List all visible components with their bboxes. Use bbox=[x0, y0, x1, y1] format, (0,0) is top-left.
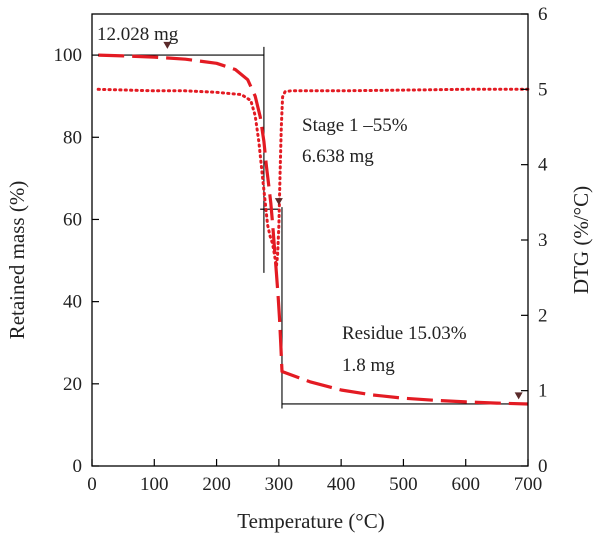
y-tick-label-80: 80 bbox=[63, 127, 82, 148]
y2-tick-label-6: 6 bbox=[538, 4, 548, 25]
x-tick-label-500: 500 bbox=[389, 474, 418, 495]
annotation-stage1-label: Stage 1 –55% bbox=[302, 115, 408, 136]
x-axis-title: Temperature (°C) bbox=[237, 509, 384, 533]
y-tick-label-20: 20 bbox=[63, 374, 82, 395]
y-tick-label-0: 0 bbox=[73, 456, 83, 477]
construction-lines bbox=[98, 46, 528, 409]
marker-residue bbox=[514, 392, 523, 400]
x-tick-label-400: 400 bbox=[327, 474, 356, 495]
y2-tick-label-3: 3 bbox=[538, 230, 548, 251]
y2-tick-label-0: 0 bbox=[538, 456, 548, 477]
y2-tick-label-4: 4 bbox=[538, 155, 548, 176]
y2-tick-label-5: 5 bbox=[538, 79, 548, 100]
retained-mass-curve bbox=[98, 53, 529, 406]
x-tick-label-0: 0 bbox=[87, 474, 97, 495]
x-tick-label-300: 300 bbox=[265, 474, 294, 495]
y-axis-title: Retained mass (%) bbox=[5, 181, 29, 340]
plot-frame bbox=[91, 13, 529, 467]
y2-tick-label-1: 1 bbox=[538, 381, 548, 402]
x-tick-label-700: 700 bbox=[514, 474, 543, 495]
y2-tick-label-2: 2 bbox=[538, 305, 548, 326]
annotation-residue-label: Residue 15.03% bbox=[342, 323, 467, 344]
x-tick-label-600: 600 bbox=[451, 474, 480, 495]
y-tick-label-60: 60 bbox=[63, 209, 82, 230]
dtg-curve bbox=[96, 87, 530, 268]
curves bbox=[96, 53, 530, 406]
x-tick-label-100: 100 bbox=[140, 474, 169, 495]
markers bbox=[163, 41, 523, 400]
annotation-stage1-mass: 6.638 mg bbox=[302, 146, 374, 167]
y-tick-label-100: 100 bbox=[54, 45, 83, 66]
annotations: 12.028 mg Stage 1 –55% 6.638 mg Residue … bbox=[97, 24, 467, 376]
y2-axis-title: DTG (%/°C) bbox=[569, 186, 593, 294]
annotation-initial-mass: 12.028 mg bbox=[97, 24, 179, 45]
annotation-residue-mass: 1.8 mg bbox=[342, 355, 395, 376]
y-tick-label-40: 40 bbox=[63, 292, 82, 313]
x-tick-label-200: 200 bbox=[202, 474, 231, 495]
marker-stage1 bbox=[274, 198, 283, 206]
ticks: 0 100 200 300 400 500 600 700020406080100012345… bbox=[54, 4, 549, 495]
marker-initial-mass bbox=[163, 41, 172, 49]
